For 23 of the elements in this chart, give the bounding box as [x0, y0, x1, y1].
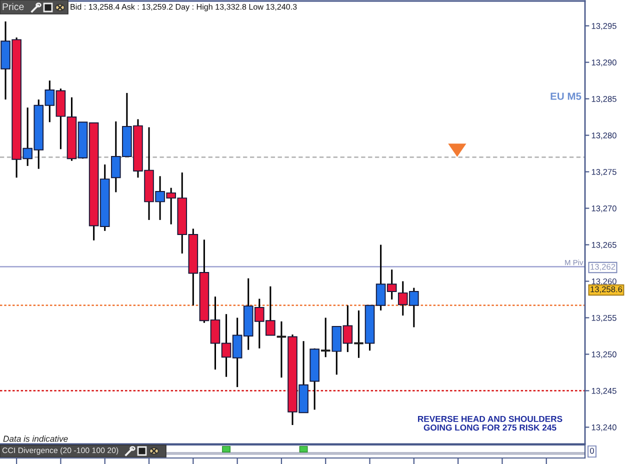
y-tick-label: 13,265	[592, 242, 616, 249]
text: 0	[590, 448, 594, 454]
y-tick-label: 13,255	[592, 314, 616, 322]
y-tick-label: 13,275	[592, 168, 616, 176]
chart-title: Bid : 13,258.4 Ask : 13,259.2 Day : High 13,332.8 Low 13,240.3	[70, 4, 297, 12]
y-tick-label: 13,270	[592, 205, 616, 212]
y-tick-label: 13,245	[592, 388, 616, 395]
y-tick-label: 13,240	[592, 424, 616, 432]
text: EU M5	[550, 92, 582, 100]
text: 13,258.6	[590, 286, 622, 294]
annotation: REVERSE HEAD AND SHOULDERS GOING LONG FOR 275 RISK 245	[418, 416, 562, 431]
y-tick-label: 13,295	[592, 23, 616, 30]
y-tick-label: 13,285	[592, 96, 616, 103]
annotation: Data is indicative	[3, 435, 68, 442]
y-tick-label: 13,260	[592, 278, 616, 286]
y-axis-title: Price	[2, 2, 24, 10]
y-tick-label: 13,280	[592, 132, 616, 140]
text: 13,262	[590, 264, 616, 271]
y-tick-label: 13,250	[592, 351, 616, 358]
candlestick	[320, 316, 332, 358]
y-tick-label: 13,290	[592, 60, 616, 66]
candlestick	[276, 320, 288, 378]
candlestick	[353, 310, 364, 359]
